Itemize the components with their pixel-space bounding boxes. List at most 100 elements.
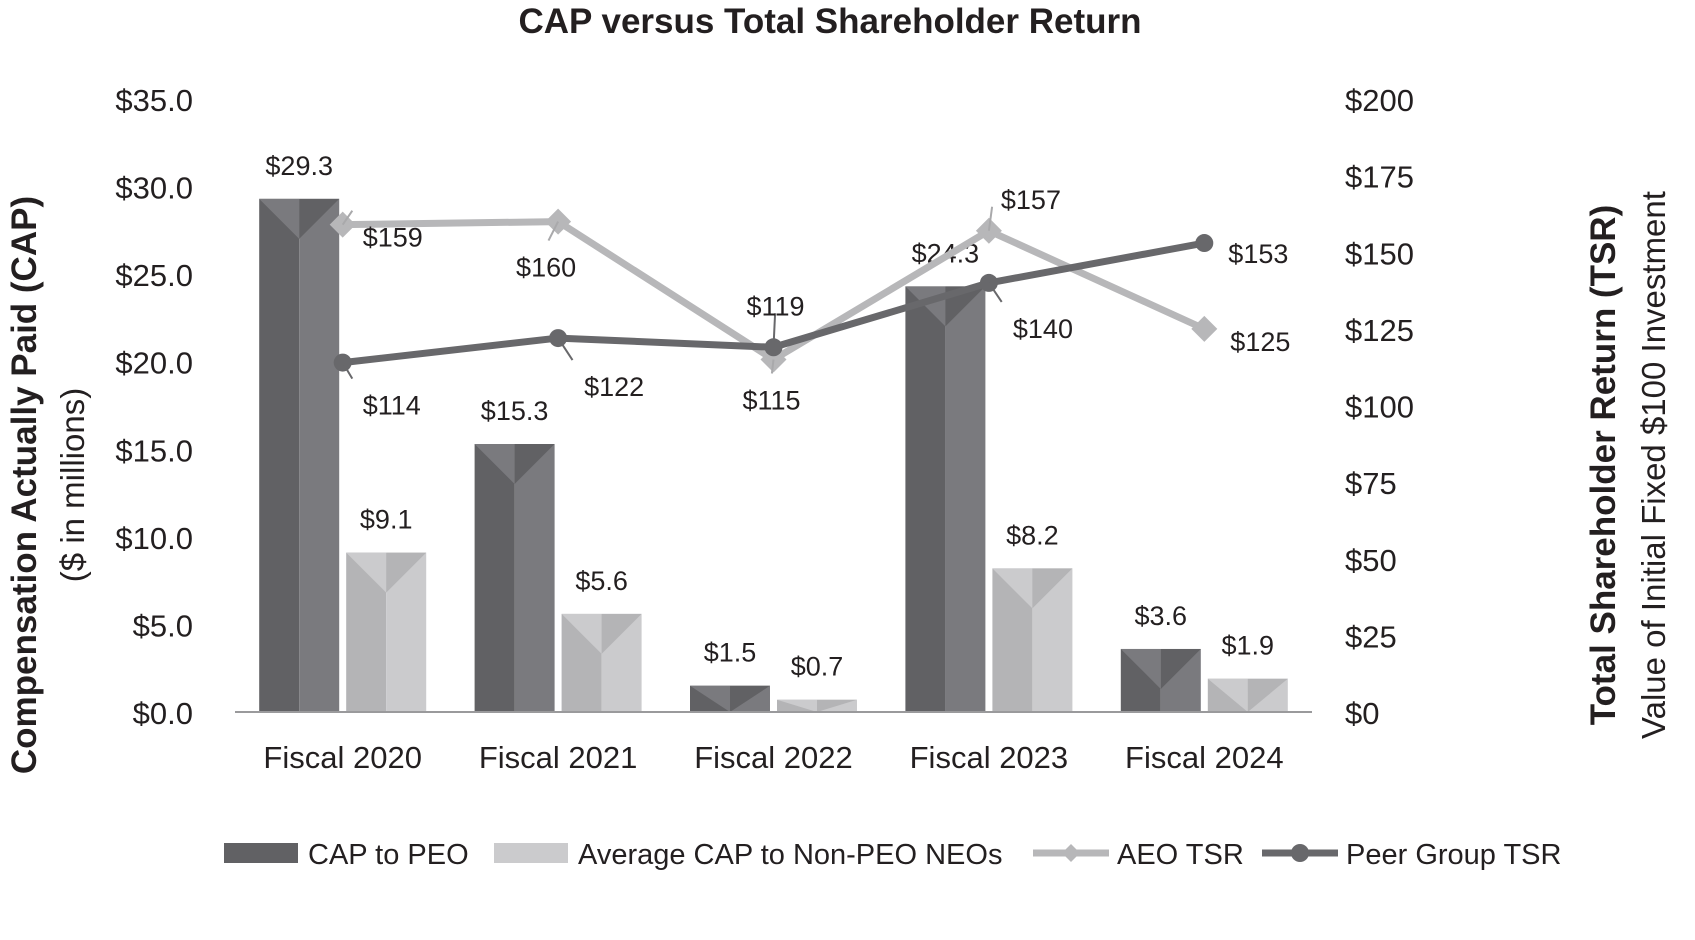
right-tick-label: $25 <box>1345 619 1397 654</box>
line-value-label: $153 <box>1228 239 1288 269</box>
x-category-label: Fiscal 2022 <box>694 740 853 775</box>
x-axis-categories: Fiscal 2020 Fiscal 2021 Fiscal 2022 Fiscal … <box>263 740 1283 775</box>
right-tick-label: $175 <box>1345 160 1414 195</box>
right-axis-subtitle: Value of Initial Fixed $100 Investment <box>1635 191 1672 739</box>
right-tick-label: $200 <box>1345 83 1414 118</box>
right-tick-label: $50 <box>1345 543 1397 578</box>
bar-bevel-left <box>1207 678 1248 712</box>
bar-cap-neo <box>1207 678 1288 712</box>
right-tick-label: $75 <box>1345 466 1397 501</box>
bar-cap-peo <box>1120 648 1201 712</box>
bar-value-label: $8.2 <box>1006 520 1059 550</box>
bar-face-right <box>299 198 340 712</box>
bar-face-right <box>945 286 986 712</box>
bar-value-label: $29.3 <box>265 151 333 181</box>
tsr-lines: $159 $160 $115 $157 $125 $114 $122 $119 $140 $153 <box>329 185 1290 421</box>
bar-value-label: $9.1 <box>360 505 413 535</box>
bar-bevel-left <box>1120 648 1161 689</box>
bar-bevel-right <box>730 685 770 712</box>
line-value-label: $160 <box>516 253 576 283</box>
x-category-label: Fiscal 2020 <box>263 740 422 775</box>
bar-value-label: $5.6 <box>575 566 628 596</box>
bar-face-right <box>514 444 555 712</box>
bar-bevel-right <box>514 444 555 485</box>
bar-value-label: $3.6 <box>1135 601 1188 631</box>
bar-value-label: $15.3 <box>481 396 549 426</box>
bar-bevel-right <box>1247 678 1288 712</box>
line-value-label: $157 <box>1001 185 1061 215</box>
left-tick-label: $35.0 <box>115 83 193 118</box>
bar-value-label: $1.9 <box>1222 631 1275 661</box>
leader-line <box>341 362 354 380</box>
x-category-label: Fiscal 2021 <box>479 740 638 775</box>
left-tick-label: $15.0 <box>115 433 193 468</box>
line-value-label: $114 <box>363 391 421 421</box>
legend-label: AEO TSR <box>1117 839 1244 871</box>
bar-cap-neo <box>346 552 427 712</box>
leader-line <box>547 221 559 242</box>
bar-bevel-left <box>992 568 1033 609</box>
legend-cap-neo: Average CAP to Non-PEO NEOs <box>494 839 1002 871</box>
bar-bevel-left <box>561 613 602 654</box>
bar-cap-neo <box>992 568 1073 712</box>
line-value-label: $140 <box>1013 314 1073 344</box>
left-tick-label: $0.0 <box>133 696 193 731</box>
bar-value-label: $0.7 <box>791 652 844 682</box>
bar-cap-neo <box>777 699 857 712</box>
line-value-label: $119 <box>746 291 804 321</box>
bar-bevel-right <box>601 613 642 654</box>
legend-marker-circle <box>1291 844 1309 862</box>
bar-bevel-right <box>299 198 340 239</box>
legend-label: Average CAP to Non-PEO NEOs <box>578 839 1002 871</box>
line-value-label: $115 <box>742 386 800 416</box>
right-tick-label: $100 <box>1345 390 1414 425</box>
left-tick-label: $20.0 <box>115 346 193 381</box>
legend-swatch <box>494 843 568 863</box>
legend-marker-diamond <box>1062 844 1080 862</box>
left-tick-label: $30.0 <box>115 171 193 206</box>
leader-line <box>341 210 354 226</box>
left-tick-label: $5.0 <box>133 608 193 643</box>
bar-bevel-right <box>1160 648 1201 689</box>
line-marker-diamond <box>1191 315 1218 342</box>
legend-peer-tsr: Peer Group TSR <box>1262 839 1561 871</box>
bars: $29.3$9.1$15.3$5.6$1.5 $0.7$24.3$8.2$3.6$… <box>259 151 1288 712</box>
right-tick-label: $0 <box>1345 696 1379 731</box>
right-axis-title: Total Shareholder Return (TSR) <box>1584 205 1623 726</box>
bar-face-left <box>259 198 300 712</box>
bar-face-left <box>905 286 946 712</box>
left-tick-label: $10.0 <box>115 521 193 556</box>
bar-bevel-left <box>474 444 515 485</box>
x-category-label: Fiscal 2023 <box>910 740 1069 775</box>
legend: CAP to PEO Average CAP to Non-PEO NEOs AEO… <box>224 839 1561 871</box>
leader-line <box>557 337 574 361</box>
right-axis-ticks: $0 $25 $50 $75 $100 $125 $150 $175 $200 <box>1345 83 1414 731</box>
legend-label: CAP to PEO <box>308 839 469 871</box>
bar-cap-peo <box>259 198 340 712</box>
bar-cap-peo <box>905 286 986 712</box>
bar-bevel-right <box>1032 568 1073 609</box>
left-axis-title: Compensation Actually Paid (CAP) <box>5 196 44 774</box>
bar-cap-peo <box>474 444 555 712</box>
bar-face-left <box>474 444 515 712</box>
leader-line <box>987 206 994 231</box>
bar-bevel-right <box>817 699 857 712</box>
bar-bevel-left <box>346 552 387 593</box>
bar-cap-neo <box>561 613 642 712</box>
left-tick-label: $25.0 <box>115 258 193 293</box>
x-category-label: Fiscal 2024 <box>1125 740 1284 775</box>
bar-bevel-right <box>386 552 427 593</box>
bar-value-label: $1.5 <box>704 638 757 668</box>
leader-line <box>772 313 777 348</box>
left-axis-ticks: $0.0 $5.0 $10.0 $15.0 $20.0 $25.0 $30.0 $35.0 <box>115 83 193 731</box>
leader-line <box>770 359 775 374</box>
leader-line <box>988 282 1003 303</box>
right-tick-label: $125 <box>1345 313 1414 348</box>
line-marker-circle <box>1195 234 1214 253</box>
legend-label: Peer Group TSR <box>1346 839 1561 871</box>
line-value-label: $159 <box>363 223 423 253</box>
bar-bevel-left <box>777 699 817 712</box>
bar-bevel-left <box>259 198 300 239</box>
bar-bevel-left <box>690 685 730 712</box>
